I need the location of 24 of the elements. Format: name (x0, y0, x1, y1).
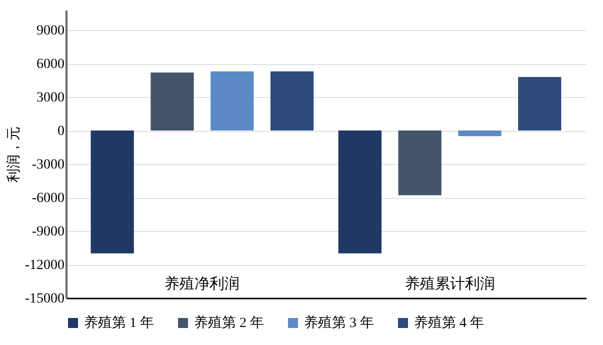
bar (90, 130, 134, 254)
bar (150, 72, 194, 131)
legend-label: 养殖第 2 年 (194, 315, 264, 331)
legend-label: 养殖第 3 年 (304, 315, 374, 331)
bar (458, 130, 502, 136)
x-tick-label: 养殖净利润 (164, 276, 240, 292)
y-tick-label: -15000 (24, 292, 64, 306)
bar (270, 71, 314, 131)
bar (518, 76, 562, 131)
y-tick-label: -12000 (24, 258, 64, 274)
y-tick-label: -3000 (32, 158, 64, 173)
legend-label: 养殖第 1 年 (84, 315, 154, 331)
bar (398, 130, 442, 196)
y-tick-label: -6000 (32, 191, 64, 206)
y-tick-label: 0 (58, 124, 64, 140)
y-axis-title: 利润，元 (6, 126, 22, 182)
y-tick-label: 6000 (36, 57, 64, 72)
x-tick-label: 养殖累计利润 (404, 276, 495, 292)
bar (338, 130, 382, 254)
y-tick-label: 9000 (36, 24, 64, 39)
y-tick-label: 3000 (36, 90, 64, 106)
legend-label: 养殖第 4 年 (414, 315, 484, 331)
y-tick-label: -9000 (32, 224, 64, 240)
bar (210, 71, 254, 131)
